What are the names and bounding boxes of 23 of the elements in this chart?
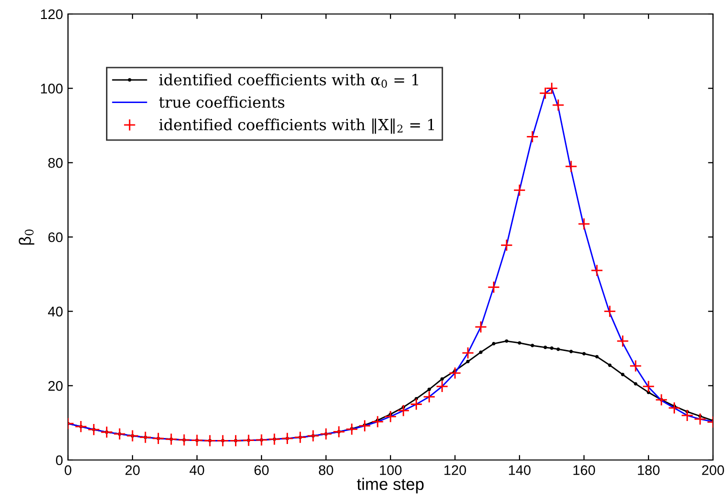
legend-label: true coefficients — [159, 96, 284, 108]
y-tick-label: 120 — [41, 9, 63, 20]
x-tick-label: 60 — [254, 465, 269, 476]
x-tick-label: 0 — [64, 465, 72, 476]
x-tick-label: 40 — [190, 465, 204, 476]
legend-label: identified coefficients with ‖X‖$_{2}$ = 1 — [159, 118, 434, 134]
y-tick-label: 40 — [48, 306, 63, 317]
y-tick-label: 60 — [48, 232, 63, 242]
y-tick-label: 80 — [48, 158, 63, 168]
x-tick-label: 160 — [573, 465, 596, 476]
x-tick-label: 140 — [508, 465, 531, 476]
y-tick-label: 20 — [48, 381, 63, 391]
x-tick-label: 200 — [702, 465, 724, 476]
legend-label: identified coefficients with α$_{0}$ = 1 — [159, 74, 418, 88]
x-tick-label: 180 — [638, 465, 660, 476]
x-tick-label: 100 — [380, 465, 402, 476]
y-tick-label: 100 — [41, 84, 63, 94]
y-axis-title: β$_{0}$ — [18, 229, 34, 245]
x-tick-label: 80 — [318, 465, 334, 476]
x-axis-title: time step — [356, 478, 424, 494]
x-tick-label: 20 — [125, 465, 140, 476]
y-tick-label: 0 — [56, 455, 63, 466]
x-tick-label: 120 — [444, 465, 466, 476]
